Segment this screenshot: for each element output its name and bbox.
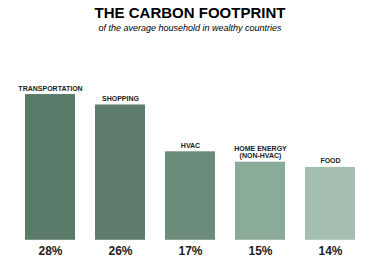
svg-text:15%: 15% (248, 244, 272, 258)
svg-text:14%: 14% (318, 244, 342, 258)
html-text:THE CARBON FOOTPRINT: THE CARBON FOOTPRINT (94, 4, 286, 21)
html-text:of the average household in we: of the average household in wealthy coun… (98, 23, 282, 33)
svg-text:TRANSPORTATION: TRANSPORTATION (18, 85, 82, 92)
svg-text:17%: 17% (178, 244, 202, 258)
svg-text:HOME ENERGY(NON-HVAC): HOME ENERGY(NON-HVAC) (234, 145, 287, 160)
svg-text:SHOPPING: SHOPPING (102, 95, 140, 102)
svg-text:FOOD: FOOD (320, 157, 340, 164)
svg-text:28%: 28% (38, 244, 62, 258)
svg-text:HVAC: HVAC (181, 142, 200, 149)
svg-text:26%: 26% (108, 244, 132, 258)
